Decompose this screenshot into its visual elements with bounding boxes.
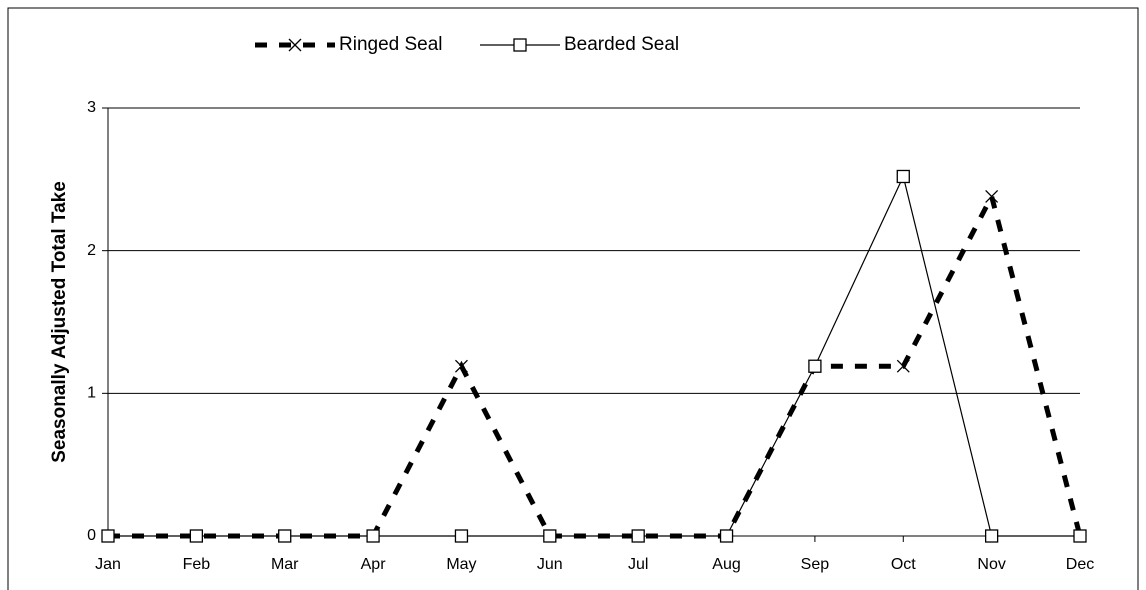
point-marker	[513, 38, 527, 52]
point-marker	[631, 529, 645, 543]
point-marker	[454, 529, 469, 543]
legend-label: Bearded Seal	[564, 34, 679, 55]
x-tick-label: Jul	[628, 556, 648, 573]
x-tick-label: Sep	[801, 556, 830, 573]
point-marker	[101, 529, 115, 543]
x-tick-label: Feb	[183, 556, 211, 573]
point-marker	[278, 529, 292, 543]
point-marker	[366, 529, 380, 543]
y-tick-label: 1	[87, 385, 96, 402]
point-marker	[288, 38, 302, 52]
point-marker	[189, 529, 204, 543]
chart-frame	[7, 7, 1139, 590]
legend-label: Ringed Seal	[339, 34, 443, 55]
x-tick-label: Apr	[361, 556, 387, 573]
point-marker	[984, 529, 999, 543]
series-line	[108, 174, 1080, 537]
x-tick-label: Dec	[1066, 556, 1094, 573]
x-tick-label: Nov	[977, 556, 1005, 573]
x-tick-label: Oct	[891, 556, 916, 573]
point-marker	[454, 359, 468, 373]
x-tick-label: May	[446, 556, 476, 573]
y-tick-label: 2	[87, 242, 96, 259]
point-marker	[719, 529, 734, 543]
x-tick-label: Aug	[712, 556, 740, 573]
point-marker	[808, 359, 822, 373]
y-tick-label: 0	[87, 527, 96, 544]
point-marker	[985, 189, 999, 203]
x-tick-label: Mar	[271, 556, 299, 573]
point-marker	[896, 359, 910, 373]
x-tick-label: Jun	[537, 556, 563, 573]
y-tick-label: 3	[87, 99, 96, 116]
point-marker	[896, 169, 910, 184]
series-line	[108, 189, 1083, 539]
point-marker	[1073, 529, 1087, 543]
point-marker	[543, 529, 557, 543]
x-tick-label: Jan	[95, 556, 121, 573]
y-axis-label: Seasonally Adjusted Total Take	[49, 181, 70, 463]
